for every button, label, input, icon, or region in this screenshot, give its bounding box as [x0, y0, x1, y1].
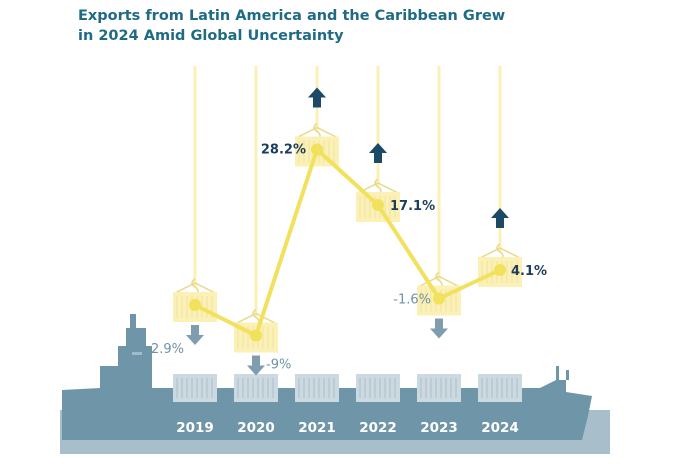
deck-container [234, 374, 278, 402]
year-label: 2020 [237, 420, 275, 436]
year-label: 2023 [420, 420, 458, 436]
value-label: 4.1% [511, 264, 547, 279]
ship-hull [62, 328, 592, 440]
value-label: 17.1% [390, 199, 435, 214]
ship-window [132, 352, 142, 355]
down-arrow-icon [430, 318, 448, 339]
deck-container-box [234, 374, 278, 402]
data-point [250, 329, 262, 342]
value-label: -9% [266, 358, 291, 373]
deck-container-box [173, 374, 217, 402]
direction-arrows [186, 87, 509, 376]
down-arrow-icon [186, 325, 204, 345]
deck-container-box [478, 374, 522, 402]
deck-containers [173, 374, 522, 402]
hanging-container [356, 192, 400, 222]
deck-container [173, 374, 217, 402]
deck-container [417, 374, 461, 402]
sling [174, 282, 216, 294]
data-point [433, 292, 445, 305]
sling [296, 126, 338, 139]
ship-mast-rear-2 [566, 370, 569, 380]
up-arrow-icon [491, 208, 509, 228]
ship-mast-rear [556, 366, 559, 380]
value-label: 28.2% [261, 143, 306, 158]
sling [418, 275, 460, 288]
sling [235, 312, 277, 325]
chart-title-line-1: Exports from Latin America and the Carib… [78, 8, 505, 24]
sling [479, 247, 521, 259]
year-label: 2021 [298, 420, 336, 436]
up-arrow-icon [369, 143, 387, 163]
series-line [193, 147, 502, 338]
year-labels: 2019 2020 2021 2022 2023 2024 [176, 420, 519, 436]
sling [357, 182, 399, 194]
deck-container [356, 374, 400, 402]
ship-mast [130, 314, 136, 328]
year-label: 2019 [176, 420, 214, 436]
up-arrow-icon [308, 87, 326, 108]
deck-container-box [356, 374, 400, 402]
value-labels: 2.9% -9% 28.2% 17.1% -1.6% 4.1% [151, 143, 547, 373]
year-label: 2022 [359, 420, 397, 436]
data-point [311, 143, 323, 156]
data-point [189, 299, 201, 311]
deck-container-box [295, 374, 339, 402]
value-label: 2.9% [151, 342, 184, 357]
down-arrow-icon [247, 355, 265, 376]
data-point [494, 264, 506, 276]
year-label: 2024 [481, 420, 519, 436]
hanging-container [478, 257, 522, 287]
chart-title-line-2: in 2024 Amid Global Uncertainty [78, 28, 344, 44]
deck-container-box [417, 374, 461, 402]
data-points [189, 143, 506, 342]
deck-container [295, 374, 339, 402]
value-label: -1.6% [393, 293, 431, 308]
deck-container [478, 374, 522, 402]
data-point [372, 199, 384, 211]
